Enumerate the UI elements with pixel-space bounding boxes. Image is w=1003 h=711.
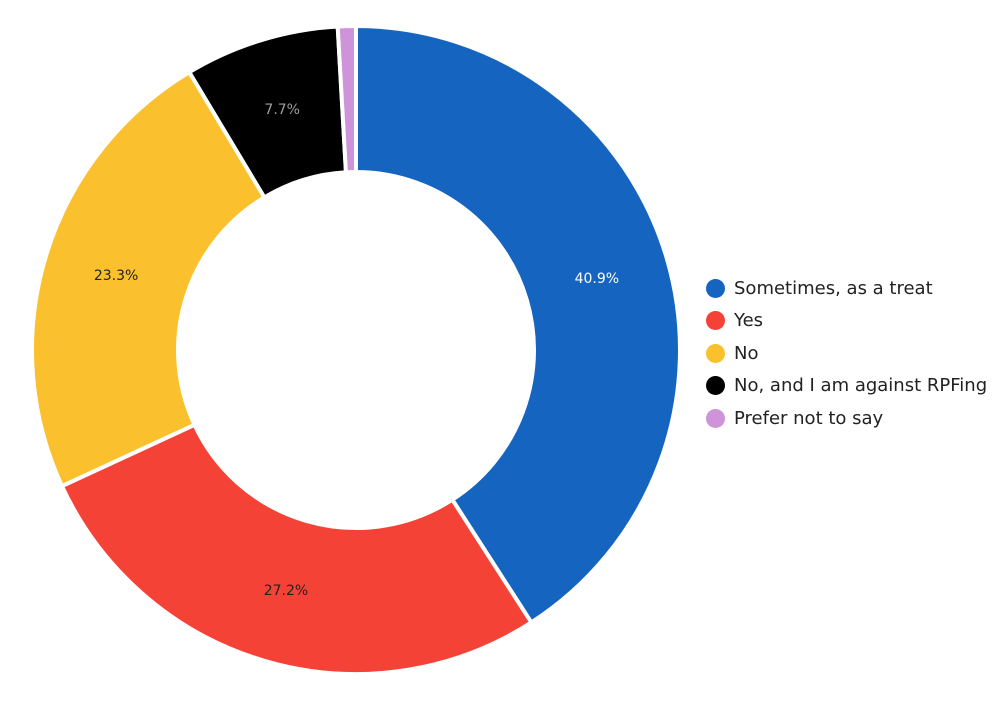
chart-data-labels: 40.9% 27.2% 23.3% 7.7% [94, 102, 619, 599]
slice-label-2: 27.2% [264, 583, 308, 599]
slice-1 [354, 23, 682, 626]
chart-legend: Sometimes, as a treat Yes No No, and I am a… [706, 272, 996, 435]
legend-swatch [706, 343, 725, 363]
legend-item: Sometimes, as a treat [706, 272, 996, 305]
legend-label: Prefer not to say [734, 407, 884, 429]
legend-label: No, and I am against RPFing [734, 375, 988, 397]
slice-label-3: 23.3% [94, 268, 138, 284]
slice-2 [59, 422, 535, 676]
slice-label-4: 7.7% [264, 102, 300, 118]
chart-slices [30, 23, 682, 676]
legend-swatch [706, 278, 725, 298]
legend-swatch [706, 376, 725, 396]
legend-item: No, and I am against RPFing [706, 370, 996, 403]
slice-3 [30, 69, 268, 489]
legend-swatch [706, 408, 725, 428]
legend-label: No [734, 342, 759, 364]
legend-item: No [706, 337, 996, 370]
slice-5 [335, 23, 358, 175]
legend-item: Prefer not to say [706, 402, 996, 435]
slice-label-1: 40.9% [575, 271, 619, 287]
legend-item: Yes [706, 305, 996, 338]
legend-swatch [706, 311, 725, 331]
legend-label: Sometimes, as a treat [734, 277, 933, 299]
legend-label: Yes [734, 310, 764, 332]
